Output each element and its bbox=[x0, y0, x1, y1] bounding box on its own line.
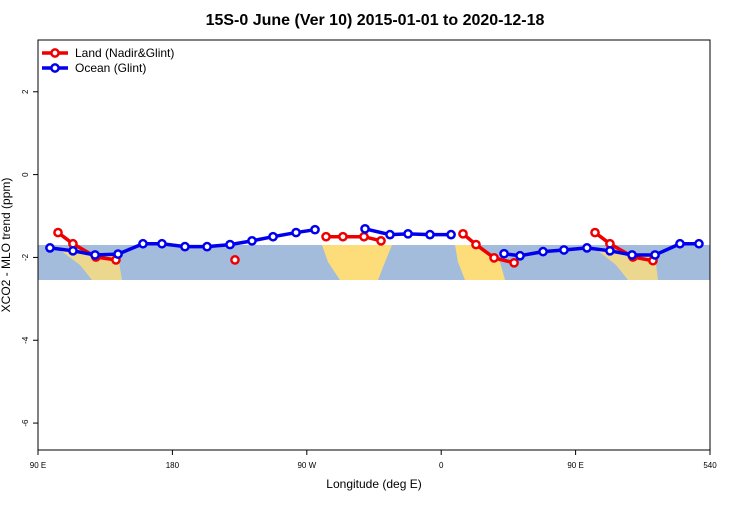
data-point bbox=[489, 252, 499, 263]
chart-title: 15S-0 June (Ver 10) 2015-01-01 to 2020-1… bbox=[206, 12, 545, 29]
legend-marker bbox=[50, 48, 60, 58]
data-point bbox=[559, 245, 569, 255]
data-point bbox=[45, 243, 55, 253]
data-point bbox=[53, 227, 63, 238]
data-point bbox=[515, 250, 525, 261]
data-point bbox=[68, 245, 78, 256]
data-point bbox=[694, 238, 704, 249]
data-point bbox=[499, 248, 509, 259]
data-point bbox=[650, 250, 660, 260]
data-point bbox=[90, 250, 100, 260]
data-point bbox=[230, 255, 240, 265]
data-point bbox=[403, 228, 413, 239]
x-axis-label: Longitude (deg E) bbox=[326, 477, 421, 491]
legend-label: Land (Nadir&Glint) bbox=[75, 46, 174, 60]
data-point bbox=[627, 250, 637, 260]
land-samerica bbox=[455, 245, 505, 280]
legend-label: Ocean (Glint) bbox=[75, 61, 146, 75]
data-point bbox=[509, 257, 519, 268]
y-tick-label: 0 bbox=[21, 172, 30, 177]
data-point bbox=[425, 229, 435, 240]
series-line bbox=[56, 231, 654, 265]
data-point bbox=[359, 231, 369, 242]
x-tick-label: 90 E bbox=[567, 461, 583, 470]
y-tick-label: -6 bbox=[21, 419, 30, 427]
y-axis-label: XCO2 - MLO trend (ppm) bbox=[0, 178, 13, 313]
data-point bbox=[138, 238, 148, 249]
data-point bbox=[338, 231, 348, 242]
data-point bbox=[582, 243, 592, 253]
data-point bbox=[458, 228, 468, 239]
x-tick-label: 90 W bbox=[297, 461, 316, 470]
data-point bbox=[360, 223, 370, 234]
data-point bbox=[376, 236, 386, 246]
y-tick-label: -4 bbox=[21, 336, 30, 344]
data-point bbox=[113, 249, 123, 259]
x-tick-label: 0 bbox=[439, 461, 444, 470]
x-tick-label: 180 bbox=[166, 461, 180, 470]
data-point bbox=[590, 227, 600, 238]
data-point bbox=[157, 238, 167, 249]
data-point bbox=[180, 241, 190, 252]
data-point bbox=[538, 246, 548, 257]
data-point bbox=[225, 239, 235, 250]
data-point bbox=[291, 227, 301, 238]
data-point bbox=[675, 238, 685, 249]
x-tick-label: 540 bbox=[703, 461, 717, 470]
y-tick-label: -2 bbox=[21, 253, 30, 261]
plot-frame bbox=[37, 39, 711, 451]
data-point bbox=[446, 229, 456, 240]
x-tick-label: 90 E bbox=[30, 461, 46, 470]
data-point bbox=[605, 245, 615, 256]
data-point bbox=[310, 224, 320, 235]
data-point bbox=[202, 241, 212, 252]
land-africa bbox=[322, 245, 392, 280]
legend-marker bbox=[50, 63, 60, 73]
data-point bbox=[268, 231, 278, 242]
legend: Land (Nadir&Glint)Ocean (Glint) bbox=[42, 46, 174, 75]
data-point bbox=[385, 229, 395, 240]
data-point bbox=[471, 239, 481, 250]
y-tick-label: 2 bbox=[21, 89, 30, 94]
data-point bbox=[247, 236, 257, 246]
data-point bbox=[321, 231, 331, 242]
